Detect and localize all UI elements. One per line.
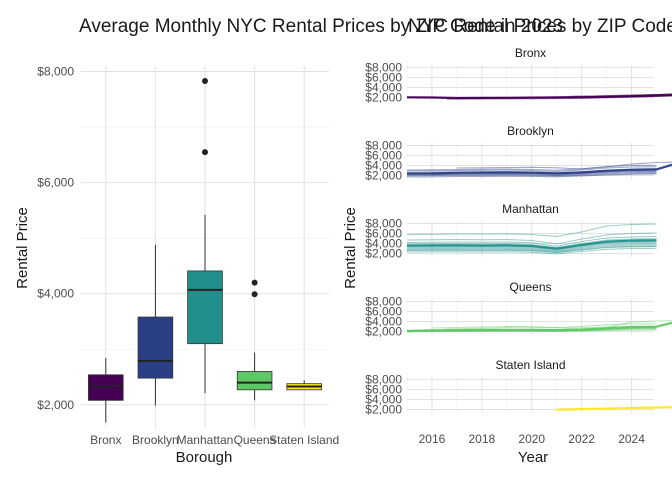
box-bronx xyxy=(88,358,124,423)
y-tick-label: $2,000 xyxy=(365,169,402,183)
y-tick-label: $4,000 xyxy=(37,287,74,301)
outlier-point xyxy=(202,149,208,156)
y-tick-label: $6,000 xyxy=(365,305,402,319)
average-line xyxy=(406,94,672,100)
x-tick-label: 2016 xyxy=(419,432,446,446)
zip-line xyxy=(456,161,672,170)
panel-queens: Queens $2,000$4,000$6,000$8,000 xyxy=(365,280,672,339)
panel-strip-label: Bronx xyxy=(515,46,546,60)
outlier-point xyxy=(251,291,258,298)
zip-line xyxy=(406,171,657,177)
y-tick-label: $4,000 xyxy=(365,159,402,173)
panel-strip-label: Staten Island xyxy=(495,358,565,372)
x-tick-label: 2020 xyxy=(518,432,545,446)
x-tick-label: Brooklyn xyxy=(132,433,179,447)
y-tick-label: $6,000 xyxy=(365,227,402,241)
zip-line xyxy=(406,238,657,249)
box-staten-island xyxy=(286,380,322,391)
x-tick-label: 2022 xyxy=(568,432,595,446)
right-x-axis-title: Year xyxy=(518,449,548,466)
y-tick-label: $8,000 xyxy=(37,65,74,79)
zip-line xyxy=(406,235,657,247)
y-tick-label: $4,000 xyxy=(365,237,402,251)
y-tick-label: $2,000 xyxy=(37,398,74,412)
y-tick-label: $2,000 xyxy=(365,91,402,105)
y-tick-label: $8,000 xyxy=(365,295,402,309)
y-tick-label: $4,000 xyxy=(365,81,402,95)
average-line xyxy=(406,163,672,175)
x-tick-label: Manhattan xyxy=(177,433,234,447)
panel-manhattan: Manhattan $2,000$4,000$6,000$8,000 xyxy=(365,202,657,261)
x-tick-label: Staten Island xyxy=(269,433,339,447)
y-tick-label: $6,000 xyxy=(365,383,402,397)
zip-line xyxy=(406,241,657,251)
y-tick-label: $2,000 xyxy=(365,403,402,417)
y-tick-label: $8,000 xyxy=(365,217,402,231)
y-tick-label: $2,000 xyxy=(365,247,402,261)
box-body xyxy=(236,371,273,391)
box-brooklyn xyxy=(137,244,174,406)
y-tick-label: $6,000 xyxy=(365,149,402,163)
y-tick-label: $8,000 xyxy=(365,61,402,75)
y-tick-label: $4,000 xyxy=(365,393,402,407)
y-tick-label: $6,000 xyxy=(37,176,74,190)
y-tick-label: $8,000 xyxy=(365,139,402,153)
left-y-tick-labels: $2,000 $4,000 $6,000 $8,000 xyxy=(37,65,74,412)
right-chart-title: NYC Rental Prices by ZIP Code xyxy=(408,16,672,37)
zip-line xyxy=(406,172,657,177)
x-tick-label: 2024 xyxy=(618,432,645,446)
average-line xyxy=(406,239,657,250)
box-body xyxy=(187,270,223,345)
panel-strip-label: Queens xyxy=(509,280,551,294)
zip-line xyxy=(406,173,657,178)
panel-strip-label: Manhattan xyxy=(502,202,559,216)
right-facet-panels: Bronx$2,000$4,000$6,000$8,000Brooklyn$2,… xyxy=(365,46,672,417)
zip-line xyxy=(406,242,657,252)
panel-bronx: Bronx $2,000$4,000$6,000$8,000 xyxy=(365,46,672,105)
y-tick-label: $8,000 xyxy=(365,373,402,387)
y-tick-label: $2,000 xyxy=(365,325,402,339)
zip-line xyxy=(406,247,657,255)
panel-staten-island: Staten Island $2,000$4,000$6,000$8,000 xyxy=(365,358,672,417)
box-manhattan xyxy=(187,77,223,394)
box-queens xyxy=(236,279,273,401)
left-x-axis-title: Borough xyxy=(176,449,233,466)
box-body xyxy=(88,374,124,401)
average-line xyxy=(406,321,672,333)
x-tick-label: Bronx xyxy=(90,433,121,447)
right-x-tick-labels: 2016 2018 2020 2022 2024 xyxy=(419,432,646,446)
zip-line xyxy=(431,323,657,329)
right-y-axis-title: Rental Price xyxy=(342,207,359,289)
zip-line xyxy=(444,325,645,330)
right-chart: NYC Rental Prices by ZIP Code Bronx $2,00… xyxy=(342,16,672,466)
outlier-point xyxy=(202,77,208,84)
panel-brooklyn: Brooklyn $2,000$4,000$6,000$8,000 xyxy=(365,124,672,183)
zip-line xyxy=(406,245,657,253)
zip-line xyxy=(406,164,657,171)
zip-line xyxy=(406,329,657,333)
zip-line xyxy=(406,245,657,254)
left-chart: Average Monthly NYC Rental Prices by ZIP… xyxy=(14,16,563,466)
average-line xyxy=(556,406,672,411)
outlier-point xyxy=(251,279,258,286)
x-tick-label: Queens xyxy=(234,433,276,447)
zip-line xyxy=(431,170,657,176)
zip-line xyxy=(406,223,657,238)
zip-line xyxy=(406,244,657,253)
box-body xyxy=(137,316,174,379)
left-y-axis-title: Rental Price xyxy=(14,207,31,289)
y-tick-label: $6,000 xyxy=(365,71,402,85)
zip-line xyxy=(406,166,657,173)
y-tick-label: $4,000 xyxy=(365,315,402,329)
panel-strip-label: Brooklyn xyxy=(507,124,554,138)
zip-line xyxy=(406,232,657,245)
left-chart-title: Average Monthly NYC Rental Prices by ZIP… xyxy=(79,16,563,37)
left-boxes xyxy=(88,77,322,423)
x-tick-label: 2018 xyxy=(468,432,495,446)
